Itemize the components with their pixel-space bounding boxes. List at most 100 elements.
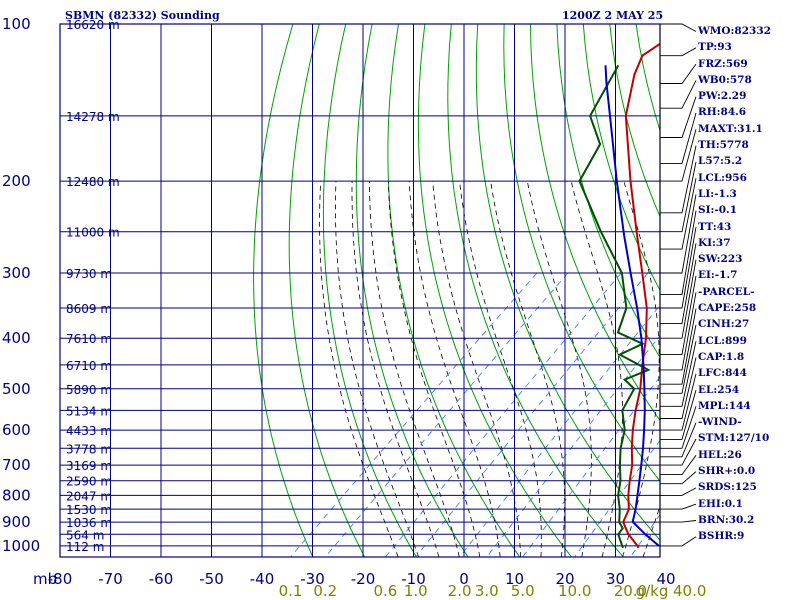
- index-item: TP:93: [698, 41, 732, 54]
- moist-adiabat: [459, 181, 542, 557]
- wind-leader: [660, 227, 697, 309]
- index-item: TT:43: [698, 220, 732, 233]
- index-item: BRN:30.2: [698, 513, 755, 526]
- dry-adiabat: [417, 24, 572, 557]
- moist-adiabat: [490, 181, 565, 557]
- index-item: SI:-0.1: [698, 204, 737, 217]
- dry-adiabat: [322, 24, 417, 557]
- index-item: LCL:899: [698, 334, 747, 347]
- pressure-unit: mb: [33, 570, 57, 588]
- temperature-label: -40: [250, 570, 275, 588]
- dewpoint-line: [578, 64, 651, 549]
- height-label: 4433 m: [66, 424, 112, 438]
- wind-leader: [660, 324, 697, 394]
- temperature-line: [622, 42, 660, 549]
- index-item: RH:84.6: [698, 106, 747, 119]
- wind-leader: [660, 422, 697, 458]
- height-label: 3778 m: [66, 442, 112, 456]
- mixing-ratio-unit: g/kg: [636, 582, 669, 600]
- wind-leader: [660, 520, 697, 523]
- wind-leader: [660, 487, 697, 496]
- temperature-label: -30: [300, 570, 325, 588]
- dry-adiabat: [447, 24, 624, 557]
- wind-leader: [660, 145, 697, 214]
- index-item: L57:5.2: [698, 155, 743, 168]
- mixing-ratio-label: 0.6: [373, 582, 397, 600]
- wind-leader: [660, 47, 697, 57]
- moist-adiabat: [432, 181, 521, 557]
- wind-leader: [660, 503, 697, 510]
- index-item: SRDS:125: [698, 481, 757, 494]
- wind-leader: [660, 308, 697, 385]
- indices-panel: WMO:82332 TP:93 FRZ:569 WB0:578 PW:2.29 RH:84…: [698, 23, 771, 545]
- pressure-label: 300: [2, 264, 31, 282]
- mixing-ratio-line: [459, 304, 660, 557]
- wind-leader: [660, 373, 697, 431]
- height-label: 2590 m: [66, 475, 112, 489]
- wind-leader: [660, 406, 697, 449]
- dry-adiabat: [503, 24, 660, 483]
- moist-adiabat: [351, 181, 440, 557]
- height-label: 12480 m: [66, 175, 120, 189]
- index-item: STM:127/10: [698, 432, 770, 445]
- mixing-ratio-label: 0.1: [279, 582, 303, 600]
- index-item: WB0:578: [698, 73, 752, 86]
- wind-leader: [660, 80, 697, 109]
- wind-leader: [660, 389, 697, 440]
- temperature-label: -50: [199, 570, 224, 588]
- wind-profile: [659, 23, 697, 557]
- profiles: [578, 42, 660, 549]
- index-item: MPL:144: [698, 399, 751, 412]
- temperature-label: -10: [401, 570, 426, 588]
- temperature-label: 30: [606, 570, 625, 588]
- index-item: WMO:82332: [698, 25, 771, 37]
- index-item: LI:-1.3: [698, 187, 737, 200]
- pressure-label: 800: [2, 486, 31, 504]
- wind-leader: [660, 178, 697, 250]
- parcel-line: [604, 65, 660, 547]
- mixing-ratio-label: 1.0: [404, 582, 428, 600]
- index-item: -PARCEL-: [698, 285, 755, 298]
- pressure-label: 200: [2, 172, 31, 190]
- wind-leader: [660, 341, 697, 407]
- height-label: 14278 m: [66, 110, 120, 124]
- height-label: 11000 m: [66, 226, 120, 240]
- mixing-ratio-line: [290, 272, 538, 557]
- index-item: -WIND-: [698, 416, 742, 429]
- wind-leader: [660, 96, 697, 138]
- mixing-ratio-label: 5.0: [511, 582, 535, 600]
- wind-leader: [660, 357, 697, 419]
- temperature-label: 0: [459, 570, 469, 588]
- dry-adiabat: [253, 24, 314, 557]
- wind-leader: [660, 243, 697, 325]
- height-label: 5134 m: [66, 404, 112, 418]
- wind-leader: [660, 129, 697, 182]
- index-item: EL:254: [698, 383, 740, 396]
- mixing-ratio-line: [324, 272, 569, 557]
- index-item: BSHR:9: [698, 530, 745, 543]
- mixing-ratio-line: [522, 376, 660, 557]
- index-item: PW:2.29: [698, 90, 747, 103]
- index-item: KI:37: [698, 236, 731, 249]
- index-item: TH:5778: [698, 139, 749, 152]
- moist-adiabat: [622, 180, 660, 557]
- mixing-ratio-lines: [290, 272, 660, 557]
- temperature-label: 20: [555, 570, 574, 588]
- index-item: HEL:26: [698, 448, 742, 461]
- index-item: FRZ:569: [698, 57, 748, 70]
- mixing-ratio-label: 20.0: [614, 582, 647, 600]
- mixing-ratio-label: 40.0: [673, 582, 706, 600]
- height-label: 6710 m: [66, 359, 112, 373]
- dry-adiabats: [253, 24, 660, 557]
- pressure-label: 700: [2, 456, 31, 474]
- moist-adiabat: [335, 181, 419, 557]
- wind-leader: [660, 438, 697, 466]
- index-item: LCL:956: [698, 171, 747, 184]
- index-item: CINH:27: [698, 318, 750, 331]
- temperature-label: -70: [98, 570, 123, 588]
- wind-leader: [660, 194, 697, 274]
- moist-adiabat: [408, 181, 501, 557]
- dry-adiabat: [582, 24, 660, 292]
- index-item: EHI:0.1: [698, 497, 743, 510]
